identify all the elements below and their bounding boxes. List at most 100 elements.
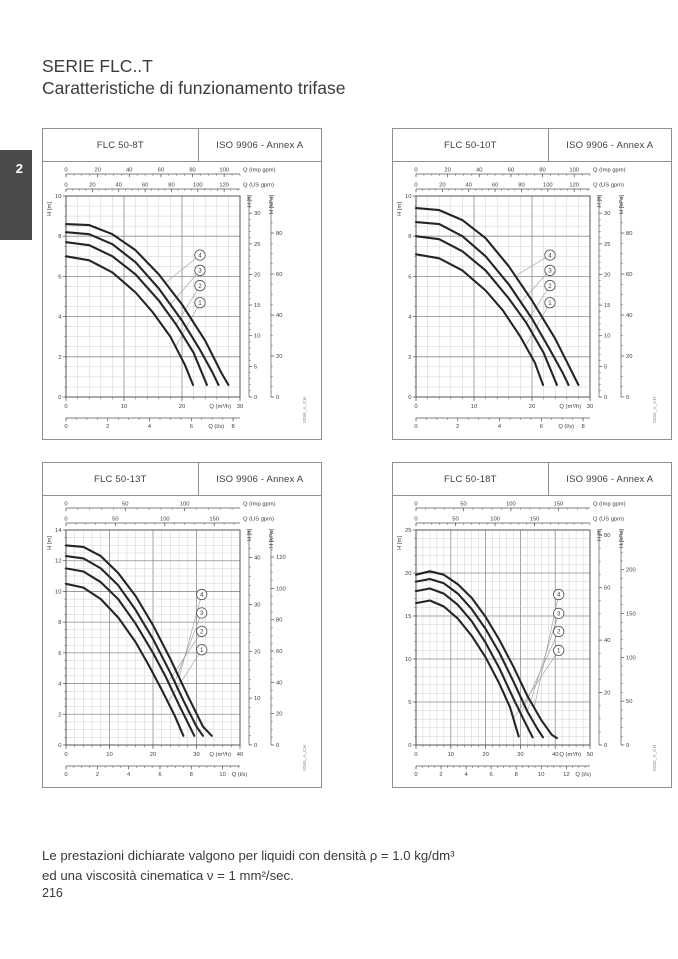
chart-model-label: FLC 50-18T bbox=[393, 463, 549, 495]
section-tab: 2 bbox=[0, 150, 32, 240]
svg-text:20: 20 bbox=[444, 168, 450, 174]
svg-text:0: 0 bbox=[64, 502, 67, 508]
svg-text:2: 2 bbox=[408, 355, 411, 361]
svg-text:50: 50 bbox=[452, 517, 458, 523]
svg-text:15: 15 bbox=[254, 303, 260, 309]
svg-text:10: 10 bbox=[121, 404, 127, 410]
svg-text:2: 2 bbox=[198, 283, 202, 290]
chart-standard-label: ISO 9906 - Annex A bbox=[566, 139, 654, 151]
svg-text:10: 10 bbox=[448, 752, 454, 758]
svg-text:20: 20 bbox=[150, 752, 156, 758]
svg-text:0: 0 bbox=[414, 752, 417, 758]
svg-text:120: 120 bbox=[219, 183, 229, 189]
svg-text:10: 10 bbox=[538, 772, 544, 778]
svg-text:Q (m³/h): Q (m³/h) bbox=[559, 404, 581, 410]
chart-standard-label: ISO 9906 - Annex A bbox=[216, 139, 304, 151]
svg-text:120: 120 bbox=[569, 183, 579, 189]
svg-text:100: 100 bbox=[490, 517, 500, 523]
svg-text:10: 10 bbox=[405, 657, 411, 663]
svg-text:40: 40 bbox=[466, 183, 472, 189]
svg-text:0: 0 bbox=[276, 395, 279, 401]
svg-text:5: 5 bbox=[254, 364, 257, 370]
svg-text:4: 4 bbox=[408, 315, 412, 321]
svg-text:1: 1 bbox=[198, 300, 202, 307]
svg-text:10: 10 bbox=[471, 404, 477, 410]
svg-text:0: 0 bbox=[64, 183, 67, 189]
svg-text:0: 0 bbox=[414, 772, 417, 778]
svg-text:5: 5 bbox=[408, 700, 411, 706]
svg-text:0: 0 bbox=[64, 424, 67, 430]
svg-text:20: 20 bbox=[604, 272, 610, 278]
svg-text:0: 0 bbox=[58, 395, 61, 401]
svg-text:40: 40 bbox=[254, 556, 260, 562]
svg-text:4: 4 bbox=[200, 592, 204, 599]
page-number: 216 bbox=[42, 886, 63, 900]
svg-text:3: 3 bbox=[557, 611, 561, 618]
chart-model-label: FLC 50-10T bbox=[393, 129, 549, 161]
svg-text:60: 60 bbox=[142, 183, 148, 189]
footnote: Le prestazioni dichiarate valgono per li… bbox=[42, 846, 455, 886]
chart-panel-flc-50-13t: FLC 50-13T ISO 9906 - Annex A 0 50 100 Q (I… bbox=[42, 462, 322, 788]
performance-curves-chart: 0 50 100 150 Q (Imp gpm)0 50 100 150 Q (US gpm)0… bbox=[397, 502, 658, 779]
svg-text:0: 0 bbox=[604, 743, 607, 749]
svg-text:0: 0 bbox=[58, 743, 61, 749]
svg-text:H [m]: H [m] bbox=[47, 536, 53, 550]
svg-text:12: 12 bbox=[563, 772, 569, 778]
section-tab-number: 2 bbox=[15, 161, 23, 176]
svg-text:20: 20 bbox=[254, 272, 260, 278]
svg-text:0: 0 bbox=[64, 772, 67, 778]
svg-text:0265_A_CH: 0265_A_CH bbox=[652, 396, 658, 423]
svg-text:40: 40 bbox=[276, 313, 282, 319]
svg-text:40: 40 bbox=[476, 168, 482, 174]
chart-standard-label: ISO 9906 - Annex A bbox=[566, 473, 654, 485]
svg-text:H [kPa]: H [kPa] bbox=[619, 529, 625, 548]
chart-model-label: FLC 50-8T bbox=[43, 129, 199, 161]
svg-text:40: 40 bbox=[116, 183, 122, 189]
svg-text:80: 80 bbox=[276, 231, 282, 237]
svg-text:100: 100 bbox=[193, 183, 203, 189]
svg-text:6: 6 bbox=[190, 424, 193, 430]
svg-text:2: 2 bbox=[106, 424, 109, 430]
svg-text:6: 6 bbox=[58, 651, 61, 657]
svg-text:0: 0 bbox=[408, 395, 411, 401]
svg-text:10: 10 bbox=[254, 334, 260, 340]
svg-text:150: 150 bbox=[554, 502, 564, 508]
svg-text:4: 4 bbox=[127, 772, 131, 778]
chart-panel-flc-50-10t: FLC 50-10T ISO 9906 - Annex A 0 20 40 60 80 1… bbox=[392, 128, 672, 440]
svg-text:H [m]: H [m] bbox=[397, 536, 403, 550]
svg-text:60: 60 bbox=[158, 168, 164, 174]
svg-text:150: 150 bbox=[209, 517, 219, 523]
svg-text:20: 20 bbox=[276, 354, 282, 360]
chart-standard-label: ISO 9906 - Annex A bbox=[216, 473, 304, 485]
svg-text:H [ft]: H [ft] bbox=[597, 529, 603, 542]
svg-text:20: 20 bbox=[439, 183, 445, 189]
svg-text:25: 25 bbox=[604, 242, 610, 248]
svg-text:0: 0 bbox=[276, 743, 279, 749]
svg-text:150: 150 bbox=[626, 612, 636, 618]
svg-text:100: 100 bbox=[276, 586, 286, 592]
svg-text:100: 100 bbox=[219, 168, 229, 174]
chart-panel-header: FLC 50-8T ISO 9906 - Annex A bbox=[43, 129, 321, 162]
svg-text:0: 0 bbox=[64, 517, 67, 523]
svg-text:12: 12 bbox=[55, 559, 61, 565]
svg-text:25: 25 bbox=[254, 242, 260, 248]
svg-text:10: 10 bbox=[254, 696, 260, 702]
svg-text:20: 20 bbox=[604, 691, 610, 697]
svg-text:Q (l/s): Q (l/s) bbox=[232, 772, 248, 778]
svg-text:Q (US gpm): Q (US gpm) bbox=[243, 517, 274, 523]
svg-text:H [kPa]: H [kPa] bbox=[269, 195, 275, 214]
svg-text:3: 3 bbox=[548, 268, 552, 275]
chart-panel-header: FLC 50-13T ISO 9906 - Annex A bbox=[43, 463, 321, 496]
svg-text:Q (m³/h): Q (m³/h) bbox=[209, 404, 231, 410]
svg-text:Q (m³/h): Q (m³/h) bbox=[209, 752, 231, 758]
svg-text:60: 60 bbox=[276, 272, 282, 278]
svg-text:25: 25 bbox=[405, 528, 411, 534]
svg-text:20: 20 bbox=[482, 752, 488, 758]
svg-text:3: 3 bbox=[200, 610, 204, 617]
svg-text:15: 15 bbox=[405, 614, 411, 620]
svg-text:0: 0 bbox=[414, 183, 417, 189]
svg-text:30: 30 bbox=[237, 404, 243, 410]
svg-text:8: 8 bbox=[58, 234, 61, 240]
svg-text:2: 2 bbox=[58, 712, 61, 718]
chart-panel-header: FLC 50-10T ISO 9906 - Annex A bbox=[393, 129, 671, 162]
